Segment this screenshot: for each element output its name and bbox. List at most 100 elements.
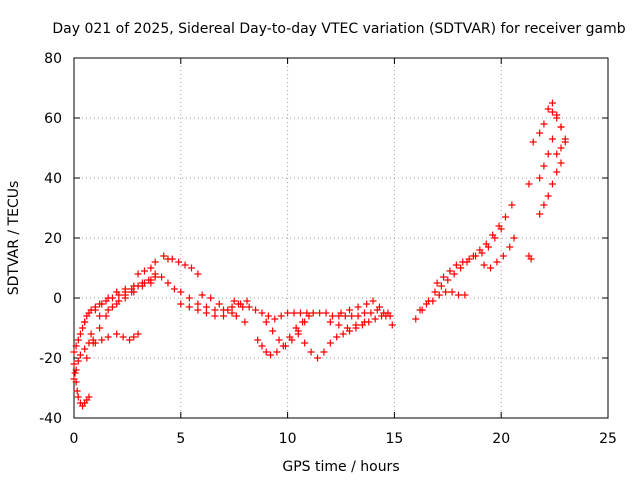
data-point <box>320 348 328 356</box>
series-arc-12 <box>198 291 249 326</box>
data-point <box>461 291 469 299</box>
x-tick-label: 15 <box>385 431 403 447</box>
data-point <box>442 288 450 296</box>
series-arc-29 <box>553 138 569 158</box>
data-point <box>76 351 84 359</box>
data-point <box>352 321 360 329</box>
data-point <box>491 234 499 242</box>
data-point <box>301 318 309 326</box>
data-point <box>202 303 210 311</box>
data-point <box>230 297 238 305</box>
data-point <box>98 336 106 344</box>
data-point <box>540 162 548 170</box>
data-point <box>70 360 78 368</box>
x-tick-label: 5 <box>176 431 185 447</box>
data-point <box>487 264 495 272</box>
data-point <box>454 291 462 299</box>
data-point <box>262 348 270 356</box>
data-point <box>194 270 202 278</box>
data-point <box>333 333 341 341</box>
data-point <box>130 282 138 290</box>
data-point <box>548 108 556 116</box>
data-point <box>382 312 390 320</box>
data-point <box>164 279 172 287</box>
data-point <box>326 339 334 347</box>
data-point <box>245 303 253 311</box>
data-point <box>121 294 129 302</box>
data-point <box>540 201 548 209</box>
data-point <box>309 309 317 317</box>
data-point <box>70 348 78 356</box>
data-point <box>89 339 97 347</box>
grid <box>74 58 608 418</box>
data-point <box>497 225 505 233</box>
data-point <box>508 201 516 209</box>
series-arc-8 <box>96 279 155 320</box>
data-point <box>234 300 242 308</box>
data-point <box>412 315 420 323</box>
data-point <box>553 168 561 176</box>
data-point <box>98 300 106 308</box>
data-point <box>307 348 315 356</box>
data-point <box>147 264 155 272</box>
data-point <box>96 324 104 332</box>
data-point <box>284 309 292 317</box>
y-axis-label: SDTVAR / TECUs <box>6 181 22 296</box>
data-point <box>375 303 383 311</box>
data-point <box>465 255 473 263</box>
data-point <box>113 300 121 308</box>
data-point <box>548 180 556 188</box>
data-point <box>335 321 343 329</box>
data-point <box>561 138 569 146</box>
series-arc-13 <box>230 297 251 311</box>
data-point <box>74 393 82 401</box>
data-point <box>433 279 441 287</box>
data-point <box>371 315 379 323</box>
data-point <box>187 264 195 272</box>
series-arc-6 <box>91 270 159 314</box>
data-point <box>228 309 236 317</box>
data-point <box>211 306 219 314</box>
data-point <box>104 294 112 302</box>
data-point <box>202 309 210 317</box>
chart-title: Day 021 of 2025, Sidereal Day-to-day VTE… <box>52 21 625 37</box>
data-point <box>536 210 544 218</box>
data-point <box>72 366 80 374</box>
series-arc-4 <box>81 318 142 347</box>
data-point <box>96 312 104 320</box>
data-points <box>70 99 569 410</box>
data-point <box>337 309 345 317</box>
data-point <box>243 297 251 305</box>
data-point <box>241 318 249 326</box>
data-point <box>269 327 277 335</box>
data-point <box>73 387 81 395</box>
data-point <box>130 288 138 296</box>
data-point <box>499 252 507 260</box>
data-point <box>527 255 535 263</box>
y-tick-label: 20 <box>44 231 62 247</box>
data-point <box>506 243 514 251</box>
data-point <box>224 306 232 314</box>
data-point <box>170 285 178 293</box>
data-point <box>81 345 89 353</box>
data-point <box>71 369 79 377</box>
data-point <box>102 312 110 320</box>
x-tick-label: 25 <box>599 431 617 447</box>
data-point <box>126 336 134 344</box>
data-point <box>360 309 368 317</box>
data-point <box>271 315 279 323</box>
series-arc-9 <box>158 273 245 314</box>
data-point <box>252 306 260 314</box>
y-tick-label: -40 <box>39 411 62 427</box>
data-point <box>480 261 488 269</box>
axis-ticks: 0 5 10 15 20 25 -40 -20 0 20 40 60 80 <box>39 51 617 447</box>
data-point <box>536 129 544 137</box>
data-point <box>185 294 193 302</box>
data-point <box>290 309 298 317</box>
data-point <box>472 252 480 260</box>
data-point <box>177 300 185 308</box>
series-arc-17 <box>262 318 309 350</box>
series-arc-22 <box>433 225 505 287</box>
data-point <box>87 330 95 338</box>
data-point <box>134 330 142 338</box>
